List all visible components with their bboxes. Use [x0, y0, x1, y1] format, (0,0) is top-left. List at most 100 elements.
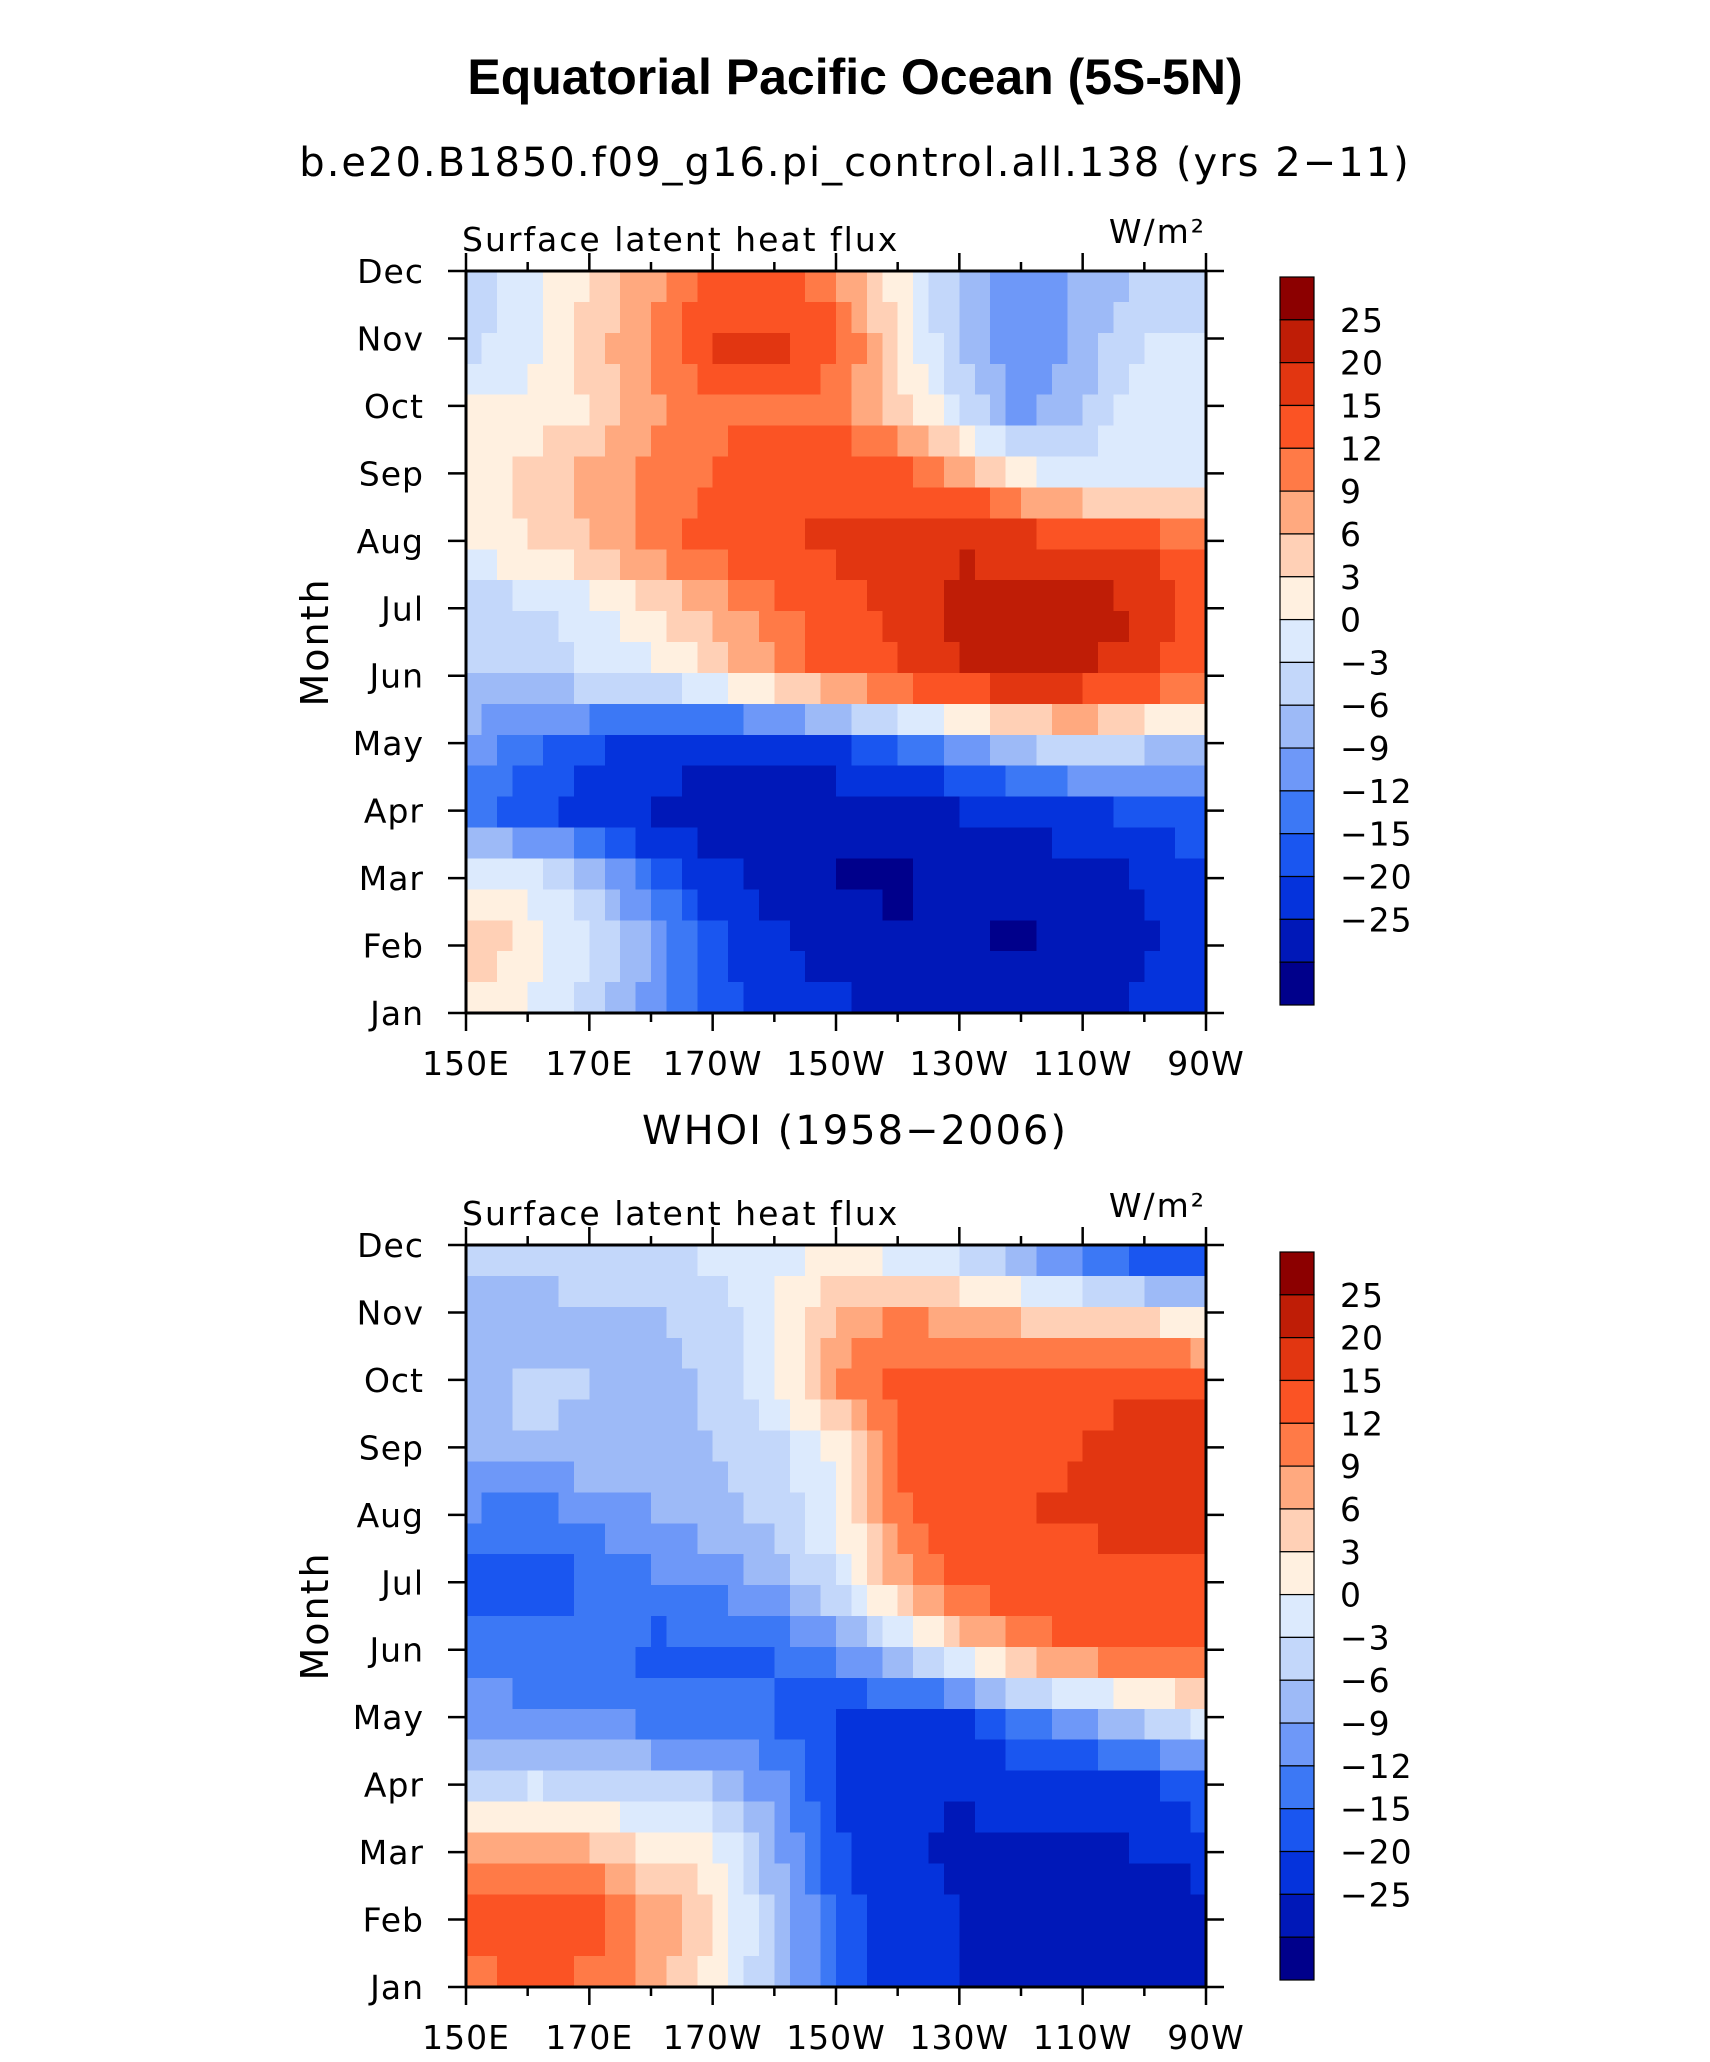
- heatmap-cell: [1005, 1585, 1022, 1617]
- heatmap-cell: [990, 425, 1007, 458]
- heatmap-cell: [651, 951, 668, 983]
- heatmap-cell: [573, 1894, 590, 1926]
- heatmap-cell: [851, 1739, 868, 1772]
- heatmap-cell: [743, 1863, 760, 1895]
- heatmap-cell: [573, 1832, 590, 1864]
- heatmap-cell: [496, 1677, 513, 1710]
- heatmap-cell: [496, 982, 513, 1014]
- heatmap-cell: [466, 858, 483, 890]
- heatmap-cell: [1113, 858, 1130, 890]
- heatmap-cell: [651, 765, 668, 798]
- heatmap-cell: [882, 425, 899, 458]
- heatmap-cell: [573, 518, 590, 550]
- heatmap-cell: [558, 1337, 575, 1370]
- heatmap-cell: [990, 858, 1007, 890]
- heatmap-cell: [928, 1616, 945, 1648]
- heatmap-cell: [620, 456, 637, 489]
- heatmap-cell: [558, 1399, 575, 1432]
- heatmap-cell: [820, 1399, 837, 1432]
- heatmap-cell: [851, 1337, 868, 1370]
- heatmap-cell: [959, 394, 976, 427]
- heatmap-cell: [836, 1708, 853, 1741]
- heatmap-cell: [543, 982, 560, 1014]
- heatmap-cell: [805, 271, 822, 303]
- heatmap-cell: [1051, 765, 1068, 798]
- heatmap-cell: [1128, 301, 1145, 334]
- heatmap-cell: [974, 518, 991, 550]
- heatmap-cell: [1159, 703, 1176, 736]
- heatmap-cell: [743, 332, 760, 365]
- heatmap-cell: [990, 1461, 1007, 1493]
- heatmap-cell: [1005, 487, 1022, 519]
- heatmap-cell: [496, 1554, 513, 1586]
- heatmap-cell: [620, 1677, 637, 1710]
- heatmap-cell: [820, 765, 837, 798]
- heatmap-cell: [774, 363, 791, 396]
- heatmap-cell: [512, 425, 529, 458]
- heatmap-cell: [1144, 1399, 1161, 1432]
- heatmap-cell: [743, 1925, 760, 1957]
- heatmap-cell: [1021, 796, 1038, 829]
- heatmap-cell: [836, 301, 853, 334]
- heatmap-cell: [635, 672, 652, 705]
- heatmap-cell: [836, 1832, 853, 1864]
- y-tick-label: Jul: [379, 1563, 424, 1602]
- heatmap-cell: [697, 1956, 714, 1988]
- heatmap-cell: [543, 1306, 560, 1339]
- x-tick-label: 170W: [663, 1044, 763, 1083]
- heatmap-cell: [974, 1337, 991, 1370]
- heatmap-cell: [512, 796, 529, 829]
- heatmap-cell: [496, 332, 513, 365]
- heatmap-cell: [774, 1337, 791, 1370]
- heatmap-cell: [1082, 611, 1099, 643]
- heatmap-cell: [466, 394, 483, 427]
- heatmap-cell: [820, 549, 837, 581]
- heatmap-cell: [882, 1708, 899, 1741]
- heatmap-cell: [743, 765, 760, 798]
- heatmap-cell: [897, 796, 914, 829]
- heatmap-cell: [959, 1430, 976, 1463]
- heatmap-cell: [1067, 271, 1084, 303]
- heatmap-cell: [866, 456, 883, 489]
- heatmap-cell: [897, 1492, 914, 1524]
- heatmap-cell: [681, 518, 698, 550]
- heatmap-cell: [651, 301, 668, 334]
- heatmap-cell: [851, 456, 868, 489]
- heatmap-cell: [712, 1739, 729, 1772]
- heatmap-cell: [820, 301, 837, 334]
- heatmap-cell: [651, 1275, 668, 1308]
- heatmap-cell: [1175, 889, 1192, 921]
- heatmap-cell: [527, 332, 544, 365]
- heatmap-cell: [1175, 1616, 1192, 1648]
- heatmap-cell: [589, 734, 606, 767]
- heatmap-cell: [651, 1337, 668, 1370]
- heatmap-cell: [1159, 1863, 1176, 1895]
- heatmap-cell: [589, 1430, 606, 1463]
- heatmap-cell: [928, 1368, 945, 1401]
- heatmap-cell: [758, 889, 775, 921]
- heatmap-cell: [974, 487, 991, 519]
- heatmap-cell: [1190, 611, 1207, 643]
- heatmap-cell: [897, 889, 914, 921]
- heatmap-cell: [758, 1739, 775, 1772]
- y-tick-label: Mar: [359, 859, 424, 898]
- heatmap-cell: [635, 1306, 652, 1339]
- heatmap-cell: [758, 1523, 775, 1555]
- heatmap-cell: [481, 1399, 498, 1432]
- heatmap-cell: [820, 1770, 837, 1803]
- heatmap-cell: [789, 1677, 806, 1710]
- heatmap-cell: [1082, 920, 1099, 952]
- heatmap-cell: [897, 1461, 914, 1493]
- heatmap-cell: [697, 1925, 714, 1957]
- heatmap-cell: [1067, 1925, 1084, 1957]
- heatmap-cell: [1036, 765, 1053, 798]
- heatmap-cell: [1036, 796, 1053, 829]
- x-tick-label: 150E: [422, 1044, 510, 1083]
- heatmap-cell: [496, 672, 513, 705]
- heatmap-cell: [1051, 1275, 1068, 1308]
- heatmap-cell: [1190, 1770, 1207, 1803]
- heatmap-cell: [866, 1770, 883, 1803]
- heatmap-cell: [543, 1337, 560, 1370]
- heatmap-cell: [1036, 1585, 1053, 1617]
- heatmap-cell: [805, 611, 822, 643]
